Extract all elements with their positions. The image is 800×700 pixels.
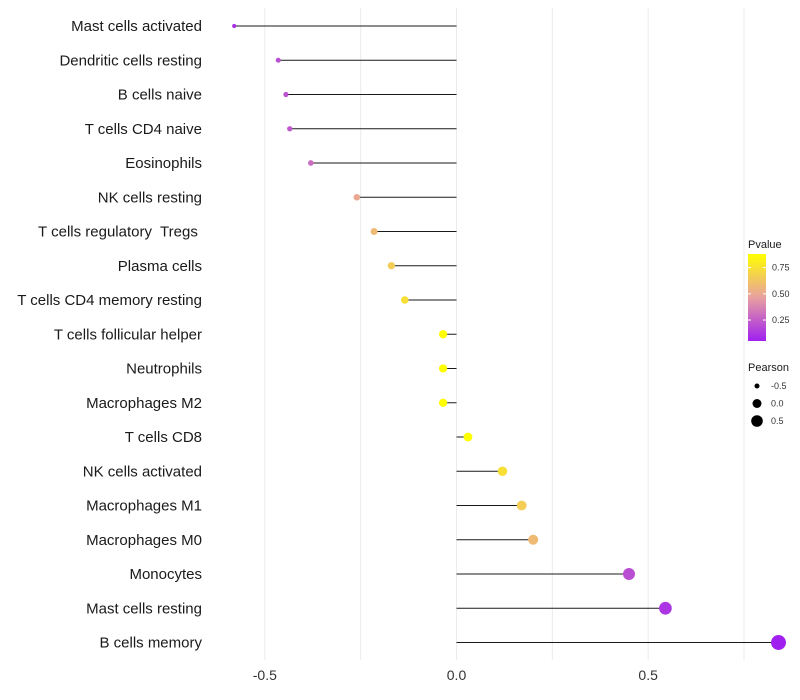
pearson-legend-label: 0.5 — [771, 416, 784, 426]
category-label: T cells CD4 memory resting — [17, 292, 202, 309]
pearson-legend-dot — [754, 383, 760, 389]
pearson-legend-title: Pearson — [748, 362, 789, 374]
pvalue-tick-label: 0.75 — [772, 263, 790, 273]
pvalue-colorbar — [748, 254, 766, 341]
category-label: Monocytes — [129, 566, 202, 583]
category-label: Mast cells activated — [71, 18, 202, 35]
data-point — [307, 160, 314, 166]
category-label: Macrophages M0 — [86, 532, 202, 549]
pvalue-legend-ticks: 0.25 0.50 0.75 — [748, 263, 790, 325]
x-tick-label: -0.5 — [253, 667, 277, 683]
pvalue-tick-label: 0.50 — [772, 289, 790, 299]
data-point — [463, 432, 473, 442]
data-point — [438, 398, 448, 407]
data-point — [353, 193, 361, 201]
pvalue-tick-label: 0.25 — [772, 315, 790, 325]
category-label: T cells CD8 — [125, 429, 202, 446]
data-point — [287, 126, 293, 132]
data-point — [387, 262, 395, 270]
category-label: Dendritic cells resting — [59, 52, 202, 69]
category-label: NK cells activated — [83, 463, 202, 480]
data-point — [370, 228, 378, 235]
category-label: Macrophages M1 — [86, 498, 202, 515]
data-point — [497, 466, 508, 476]
pearson-legend-label: -0.5 — [771, 381, 787, 391]
pearson-legend-dot — [751, 415, 763, 427]
pearson-legend-dot — [752, 399, 762, 408]
data-point — [232, 23, 237, 29]
pvalue-legend-title: Pvalue — [748, 239, 782, 251]
data-point — [275, 57, 281, 63]
category-label: Mast cells resting — [86, 600, 202, 617]
category-label: T cells regulatory Tregs — [38, 224, 202, 241]
data-point — [438, 364, 448, 373]
category-label: Neutrophils — [126, 361, 202, 378]
data-point — [283, 91, 289, 98]
category-label: T cells CD4 naive — [85, 121, 202, 138]
category-label: Eosinophils — [125, 155, 202, 172]
pearson-legend-label: 0.0 — [771, 399, 784, 409]
data-point — [516, 500, 527, 511]
data-point — [528, 534, 539, 545]
x-tick-labels: -0.5 0.0 0.5 — [253, 667, 658, 683]
category-label: NK cells resting — [98, 189, 202, 206]
category-label: B cells memory — [99, 635, 202, 652]
pearson-legend-items: -0.5 0.0 0.5 — [751, 381, 787, 427]
category-label: T cells follicular helper — [54, 326, 202, 343]
legend: Pvalue 0.25 0.50 0.75 Pearson -0.5 0.0 0.5 — [748, 239, 790, 427]
x-tick-label: 0.0 — [447, 667, 467, 683]
data-point — [659, 601, 672, 615]
data-point — [771, 635, 786, 650]
x-tick-label: 0.5 — [638, 667, 658, 683]
category-label: Macrophages M2 — [86, 395, 202, 412]
data-point — [438, 330, 448, 339]
grid-lines — [264, 8, 745, 660]
data-point — [400, 296, 409, 304]
data-point — [623, 568, 635, 580]
stems — [234, 25, 779, 643]
category-label: B cells naive — [118, 87, 202, 104]
dots — [232, 23, 786, 650]
category-label: Plasma cells — [118, 258, 202, 275]
category-labels: Mast cells activated Dendritic cells rest… — [17, 18, 202, 652]
